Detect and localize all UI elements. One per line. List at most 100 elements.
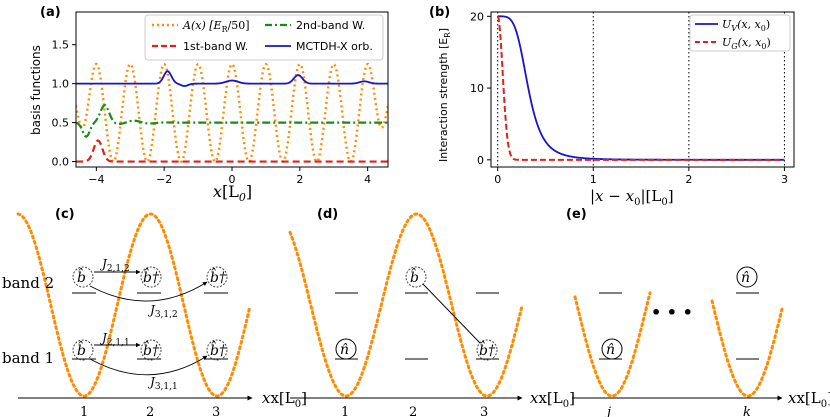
series-mctdh-orbital <box>76 70 388 87</box>
panel-e-x-axis-label: xx[L0] <box>788 389 830 410</box>
panel-b-y-ticks: 0 10 20 <box>470 10 491 167</box>
band-2-label: band 2 <box>2 274 54 292</box>
site-1-c: 1 <box>80 405 88 417</box>
legend-label-a: A(x) [ER/50] <box>182 19 250 34</box>
site-3-c: 3 <box>212 405 220 417</box>
band-1-label: band 1 <box>2 349 54 367</box>
site-3-d: 3 <box>480 405 488 417</box>
label-j312: J3,1,2 <box>147 303 178 320</box>
x-tick-label: 4 <box>364 173 371 186</box>
series-a-optical-lattice <box>76 62 388 163</box>
panel-a: (a) −4 −2 0 2 4 0.0 0.5 1.0 1.5 basis functions… <box>29 5 389 204</box>
y-tick-label: 1.0 <box>52 78 70 91</box>
y-tick-label: 0.0 <box>52 156 70 169</box>
y-tick-label: 1.5 <box>52 39 70 52</box>
x-tick-label: 2 <box>685 173 692 186</box>
panel-a-label: (a) <box>40 5 61 20</box>
site-2-c: 2 <box>146 405 154 417</box>
op-b-c2-1: b̂ <box>77 267 86 286</box>
panel-a-curves <box>76 62 388 163</box>
interband-arrow <box>422 283 481 344</box>
hop-arrow-j311 <box>89 355 208 376</box>
panel-c-x-axis-label: xx[L0] <box>262 389 307 410</box>
panel-e-label: (e) <box>566 207 587 222</box>
operator-circle <box>206 339 228 361</box>
operator-circle <box>476 339 498 361</box>
x-tick-label: −2 <box>156 173 172 186</box>
panel-b-dotted-verticals <box>497 12 785 167</box>
number-operator-circle-k <box>736 266 758 288</box>
y-tick-label: 0.5 <box>52 117 70 130</box>
operator-circle <box>72 339 94 361</box>
label-j211: J2,1,1 <box>99 331 130 348</box>
label-j212: J2,1,2 <box>99 257 130 274</box>
legend-label-mctdh: MCTDH-X orb. <box>296 40 373 53</box>
op-b-c1-1: b̂ <box>77 340 86 359</box>
op-bdag-c1-2: b̂† <box>143 340 160 359</box>
panel-c: (c) band 2 band 1 xx[L0] 1 2 3 b̂ b̂† b̂… <box>2 207 307 417</box>
panel-b: (b) 0 1 2 3 0 10 20 Interaction strength [ER]… <box>429 5 795 208</box>
legend-label-ug: UG(x, x0) <box>722 36 771 51</box>
panel-d-label: (d) <box>317 207 338 222</box>
panel-b-x-ticks: 0 1 2 3 <box>494 167 788 186</box>
site-1-d: 1 <box>341 405 349 417</box>
x-tick-label: 1 <box>590 173 597 186</box>
series-first-band-wannier <box>76 139 388 163</box>
lattice-potential-d <box>288 212 524 398</box>
panel-b-curves <box>496 15 785 161</box>
panel-b-ylabel: Interaction strength [ER] <box>437 28 452 162</box>
op-bdag-c1-3: b̂† <box>210 340 227 359</box>
legend-label-uv: UV(x, x0) <box>722 18 770 33</box>
y-tick-label: 20 <box>470 10 484 23</box>
panel-b-frame <box>490 11 795 168</box>
number-operator-circle <box>335 338 357 360</box>
site-2-d: 2 <box>409 405 417 417</box>
lattice-potential-c <box>16 212 252 398</box>
x-tick-label: 0 <box>494 173 501 186</box>
series-ug <box>496 15 785 161</box>
op-b-d: b̂ <box>410 267 419 286</box>
panel-b-label: (b) <box>429 5 450 20</box>
site-k: k <box>743 405 751 417</box>
panel-d-x-axis-label: xx[L0] <box>530 389 575 410</box>
op-n-j: n̂ <box>606 342 615 358</box>
operator-circle <box>140 339 162 361</box>
panel-a-x-ticks: −4 −2 0 2 4 <box>88 167 371 186</box>
x-tick-label: 3 <box>781 173 788 186</box>
op-n-d: n̂ <box>340 342 349 358</box>
panel-c-label: (c) <box>55 207 75 222</box>
ellipsis: • • • <box>651 303 693 322</box>
hop-arrow-j312 <box>89 281 208 302</box>
label-j311: J3,1,1 <box>147 375 178 392</box>
x-tick-label: 0 <box>229 173 236 186</box>
lattice-potential-e-right <box>710 299 784 398</box>
op-bdag-c2-3: b̂† <box>210 267 227 286</box>
number-operator-circle-j <box>601 338 623 360</box>
legend-label-first: 1st-band W. <box>183 40 248 53</box>
lattice-potential-e-left <box>573 291 652 398</box>
lattice-curves <box>16 212 784 398</box>
panel-e: (e) xx[L0] j k n̂ n̂ • • • <box>566 207 830 417</box>
x-tick-label: 2 <box>296 173 303 186</box>
operator-circle <box>405 266 427 288</box>
op-bdag-d: b̂† <box>479 340 496 359</box>
x-tick-label: −4 <box>88 173 104 186</box>
y-tick-label: 10 <box>470 82 484 95</box>
op-bdag-c2-2: b̂† <box>143 267 160 286</box>
operator-circle <box>206 266 228 288</box>
operator-circle <box>140 266 162 288</box>
panel-b-legend: UV(x, x0) UG(x, x0) <box>689 14 791 52</box>
legend-box <box>144 14 384 61</box>
panel-a-xlabel: x[L0] <box>213 182 252 204</box>
op-n-k: n̂ <box>741 270 750 286</box>
y-tick-label: 0 <box>477 154 484 167</box>
operator-circle <box>72 266 94 288</box>
panel-b-xlabel: |x − x0|[L0] <box>590 187 674 208</box>
site-j: j <box>604 405 611 417</box>
series-second-band-wannier <box>76 104 388 138</box>
legend-label-second: 2nd-band W. <box>296 19 365 32</box>
panel-a-y-ticks: 0.0 0.5 1.0 1.5 <box>52 39 76 169</box>
panel-a-legend: A(x) [ER/50] 2nd-band W. 1st-band W. MCT… <box>144 14 384 61</box>
panel-a-ylabel: basis functions <box>29 45 43 135</box>
